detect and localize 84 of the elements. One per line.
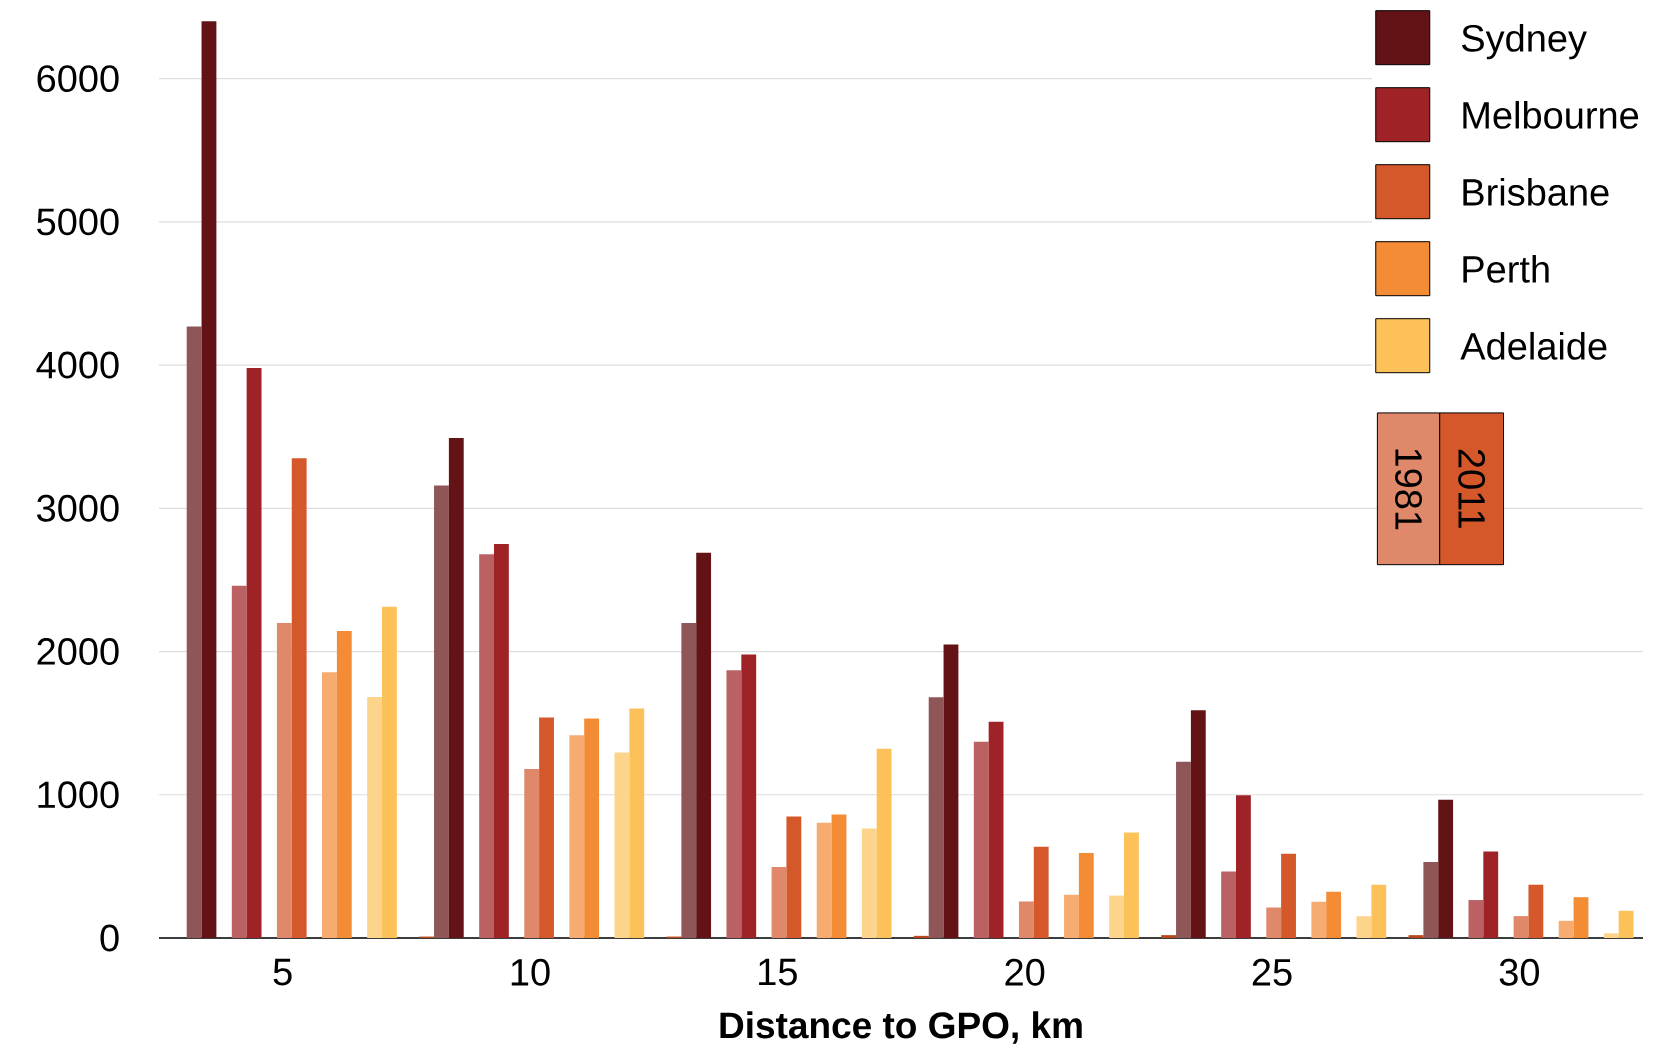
bar: [322, 672, 337, 938]
bar: [943, 644, 959, 938]
bar: [434, 485, 449, 938]
annotation: 1981: [1395, 449, 1422, 530]
bar: [231, 585, 247, 938]
legend-label: Sydney: [1461, 23, 1587, 60]
legend-label: Perth: [1463, 254, 1549, 283]
bar: [1356, 916, 1372, 938]
y-tick-label: 5000: [37, 208, 119, 236]
bar: [913, 935, 929, 938]
bar: [1573, 897, 1589, 938]
legend-label: Adelaide: [1460, 331, 1607, 360]
bar: [928, 697, 944, 938]
bar: [336, 631, 352, 938]
bar: [276, 622, 292, 938]
bar: [1109, 895, 1125, 938]
annotation: 2011: [1458, 449, 1486, 528]
legend-label: Melbourne: [1463, 100, 1639, 129]
bar: [629, 708, 645, 938]
x-tick-label: 30: [1499, 958, 1539, 986]
bar: [493, 544, 509, 938]
bar: [584, 718, 600, 938]
bar: [1236, 795, 1251, 938]
x-axis-title: Distance to GPO, km: [720, 1011, 1082, 1044]
legend-label: Brisbane: [1463, 177, 1609, 206]
bar: [741, 654, 757, 938]
bar: [1468, 900, 1484, 938]
x-tick-label: 10: [511, 958, 550, 986]
bar: [1176, 761, 1191, 938]
bar: [479, 554, 494, 938]
bar: [291, 458, 307, 938]
bar: [1064, 894, 1079, 938]
y-tick-label: 4000: [36, 351, 119, 379]
bar: [786, 816, 802, 938]
bar: [367, 697, 382, 938]
bar: [1438, 799, 1454, 938]
y-tick-label: 1000: [38, 781, 119, 809]
bar: [1371, 884, 1387, 938]
bar: [696, 552, 712, 938]
bar: [816, 822, 832, 938]
bar: [246, 367, 262, 938]
x-tick-label: 25: [1252, 958, 1292, 986]
x-tick-label: 5: [273, 958, 292, 986]
bar: [771, 867, 787, 938]
bar: [973, 741, 989, 938]
bar: [1161, 935, 1177, 938]
bar: [1124, 832, 1139, 938]
bar: [1513, 916, 1529, 938]
bar: [861, 828, 877, 938]
bar: [1311, 901, 1327, 938]
y-tick-label: 3000: [37, 494, 119, 522]
bar: [524, 768, 540, 938]
x-tick-label: 15: [759, 958, 797, 986]
bar: [614, 752, 630, 938]
bar: [1033, 846, 1049, 938]
bar: [382, 606, 397, 938]
bar: [1221, 871, 1236, 938]
bar: [831, 814, 847, 938]
bar: [1266, 907, 1282, 938]
y-tick-label: 0: [100, 924, 119, 952]
bar: [876, 748, 892, 938]
bar: [1408, 935, 1424, 938]
bar: [1558, 920, 1574, 938]
bar: [448, 438, 464, 938]
bar: [681, 622, 697, 938]
bar: [1483, 851, 1499, 938]
bar: [1190, 710, 1206, 938]
bar: [1618, 910, 1634, 938]
bar: [726, 670, 742, 938]
bar: [1018, 901, 1034, 938]
bar: [186, 326, 202, 938]
bar: [1326, 891, 1342, 938]
y-tick-label: 6000: [37, 65, 119, 93]
bar: [988, 721, 1004, 938]
y-tick-label: 2000: [37, 638, 119, 665]
bar: [1281, 853, 1296, 938]
bar: [1078, 852, 1094, 938]
bar: [539, 717, 554, 938]
bar: [1423, 862, 1439, 938]
bar: [201, 21, 217, 938]
bar: [569, 735, 585, 938]
bar: [1528, 884, 1544, 938]
x-tick-label: 20: [1005, 958, 1045, 986]
bar: [1603, 933, 1619, 938]
